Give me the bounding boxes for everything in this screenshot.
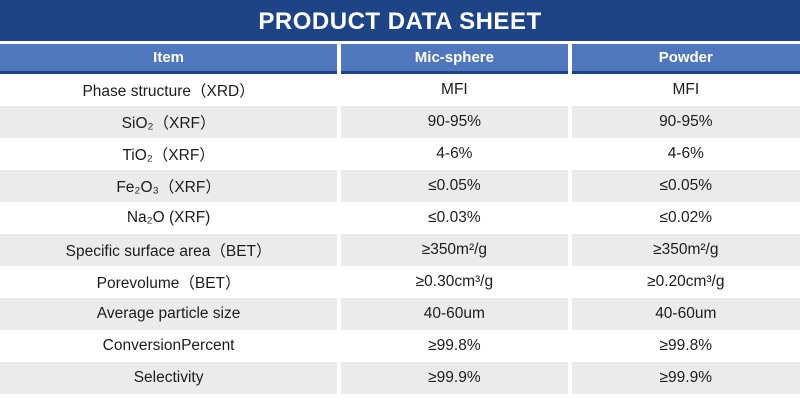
row-item-label: TiO₂（XRF）: [0, 138, 340, 170]
column-header-mic-sphere: Mic-sphere: [337, 44, 570, 74]
table-row: Phase structure（XRD） MFI MFI: [0, 72, 800, 106]
powder-value: 4-6%: [567, 138, 800, 170]
powder-value: ≥0.20cm³/g: [567, 266, 800, 298]
mic-sphere-value: ≤0.03%: [337, 202, 570, 234]
table-row: Na₂O (XRF) ≤0.03% ≤0.02%: [0, 202, 800, 234]
row-item-label: Specific surface area（BET）: [0, 234, 340, 266]
mic-sphere-value: ≥350m²/g: [337, 234, 570, 266]
table-row: Fe₂O₃（XRF） ≤0.05% ≤0.05%: [0, 170, 800, 202]
row-item-label: Porevolume（BET）: [0, 266, 340, 298]
powder-value: ≤0.02%: [567, 202, 800, 234]
mic-sphere-value: ≥99.9%: [337, 362, 570, 394]
mic-sphere-value: 40-60um: [337, 298, 570, 330]
row-item-label: Fe₂O₃（XRF）: [0, 170, 340, 202]
powder-value: ≥350m²/g: [567, 234, 800, 266]
page-title: PRODUCT DATA SHEET: [258, 7, 542, 35]
mic-sphere-value: 90-95%: [337, 106, 570, 138]
row-item-label: Phase structure（XRD）: [0, 72, 340, 106]
table-header-row: Item Mic-sphere Powder: [0, 44, 800, 74]
row-item-label: SiO₂（XRF）: [0, 106, 340, 138]
column-header-item: Item: [0, 44, 340, 74]
table-row: Selectivity ≥99.9% ≥99.9%: [0, 362, 800, 394]
powder-value: 90-95%: [567, 106, 800, 138]
table-row: Porevolume（BET） ≥0.30cm³/g ≥0.20cm³/g: [0, 266, 800, 298]
table-row: Specific surface area（BET） ≥350m²/g ≥350…: [0, 234, 800, 266]
row-item-label: Selectivity: [0, 362, 340, 394]
powder-value: 40-60um: [567, 298, 800, 330]
powder-value: ≥99.9%: [567, 362, 800, 394]
title-bar: PRODUCT DATA SHEET: [0, 0, 800, 44]
mic-sphere-value: 4-6%: [337, 138, 570, 170]
mic-sphere-value: MFI: [337, 72, 570, 106]
table-row: SiO₂（XRF） 90-95% 90-95%: [0, 106, 800, 138]
data-table: Item Mic-sphere Powder Phase structure（X…: [0, 44, 800, 394]
powder-value: ≤0.05%: [567, 170, 800, 202]
column-header-powder: Powder: [567, 44, 800, 74]
row-item-label: ConversionPercent: [0, 330, 340, 362]
powder-value: ≥99.8%: [567, 330, 800, 362]
row-item-label: Na₂O (XRF): [0, 202, 340, 234]
mic-sphere-value: ≥0.30cm³/g: [337, 266, 570, 298]
row-item-label: Average particle size: [0, 298, 340, 330]
mic-sphere-value: ≤0.05%: [337, 170, 570, 202]
mic-sphere-value: ≥99.8%: [337, 330, 570, 362]
table-row: TiO₂（XRF） 4-6% 4-6%: [0, 138, 800, 170]
table-row: Average particle size 40-60um 40-60um: [0, 298, 800, 330]
table-row: ConversionPercent ≥99.8% ≥99.8%: [0, 330, 800, 362]
powder-value: MFI: [567, 72, 800, 106]
